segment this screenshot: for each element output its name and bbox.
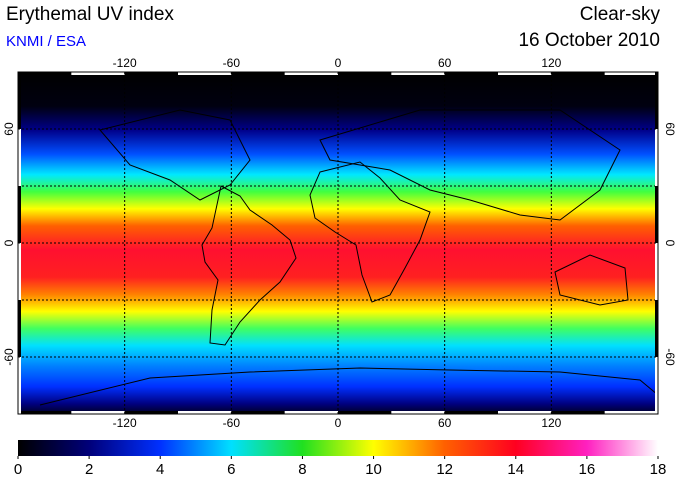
frame-segment	[391, 411, 445, 414]
frame-segment	[498, 411, 552, 414]
south-america	[201, 185, 297, 346]
frame-segment	[655, 243, 658, 300]
y-tick-label: -60	[663, 348, 677, 366]
frame-segment	[18, 72, 72, 75]
frame-segment	[338, 72, 392, 75]
frame-segment	[124, 72, 178, 75]
frame-segment	[391, 72, 445, 75]
frame-segment	[498, 72, 552, 75]
frame-segment	[655, 300, 658, 357]
frame-segment	[178, 411, 232, 414]
y-tick-label: 60	[2, 122, 16, 136]
frame-segment	[18, 243, 21, 300]
frame-segment	[124, 411, 178, 414]
y-tick-label: 0	[2, 239, 16, 246]
frame-segment	[551, 72, 605, 75]
frame-segment	[284, 72, 338, 75]
x-tick-label: -120	[113, 56, 137, 70]
frame-segment	[178, 72, 232, 75]
title: Erythemal UV index	[6, 4, 174, 25]
frame-segment	[18, 357, 21, 414]
frame-segment	[655, 357, 658, 414]
frame-segment	[231, 72, 285, 75]
north-america	[99, 109, 251, 201]
frame-segment	[655, 72, 658, 129]
colorbar-tick-label: 10	[365, 461, 382, 478]
antarctica	[39, 367, 659, 406]
frame-segment	[655, 129, 658, 186]
x-tick-label: 0	[335, 416, 342, 430]
frame-segment	[655, 186, 658, 243]
frame-segment	[18, 411, 72, 414]
colorbar-tick-label: 0	[14, 461, 22, 478]
frame-segment	[18, 300, 21, 357]
x-tick-label: -60	[223, 416, 241, 430]
frame-segment	[551, 411, 605, 414]
frame-segment	[231, 411, 285, 414]
colorbar-tick-label: 4	[156, 461, 164, 478]
y-tick-label: -60	[2, 348, 16, 366]
frame-segment	[71, 72, 125, 75]
x-tick-label: -60	[223, 56, 241, 70]
y-tick-label: 0	[663, 240, 677, 247]
date: 16 October 2010	[518, 30, 660, 51]
frame-segment	[444, 411, 498, 414]
colorbar-tick-label: 12	[436, 461, 453, 478]
x-tick-label: 60	[438, 56, 452, 70]
frame-segment	[604, 72, 658, 75]
frame-segment	[604, 411, 658, 414]
source: KNMI / ESA	[6, 33, 86, 50]
colorbar-tick-label: 16	[579, 461, 596, 478]
frame-segment	[284, 411, 338, 414]
x-tick-label: 60	[438, 416, 452, 430]
coastlines	[39, 109, 659, 406]
colorbar-tick-label: 2	[85, 461, 93, 478]
colorbar-tick-label: 14	[507, 461, 524, 478]
y-tick-label: 60	[663, 122, 677, 136]
frame-segment	[71, 411, 125, 414]
colorbar-tick-label: 6	[227, 461, 235, 478]
x-tick-label: 0	[335, 56, 342, 70]
frame-segment	[444, 72, 498, 75]
frame-segment	[18, 129, 21, 186]
eurasia	[319, 109, 621, 221]
x-tick-label: 120	[541, 56, 561, 70]
frame-segment	[18, 72, 21, 129]
africa	[309, 161, 431, 303]
x-tick-label: -120	[113, 416, 137, 430]
colorbar-tick-label: 18	[650, 461, 667, 478]
frame-segment	[18, 186, 21, 243]
colorbar-tick-label: 8	[298, 461, 306, 478]
colorbar	[18, 440, 658, 456]
condition: Clear-sky	[580, 4, 661, 25]
x-tick-label: 120	[541, 416, 561, 430]
frame-segment	[338, 411, 392, 414]
